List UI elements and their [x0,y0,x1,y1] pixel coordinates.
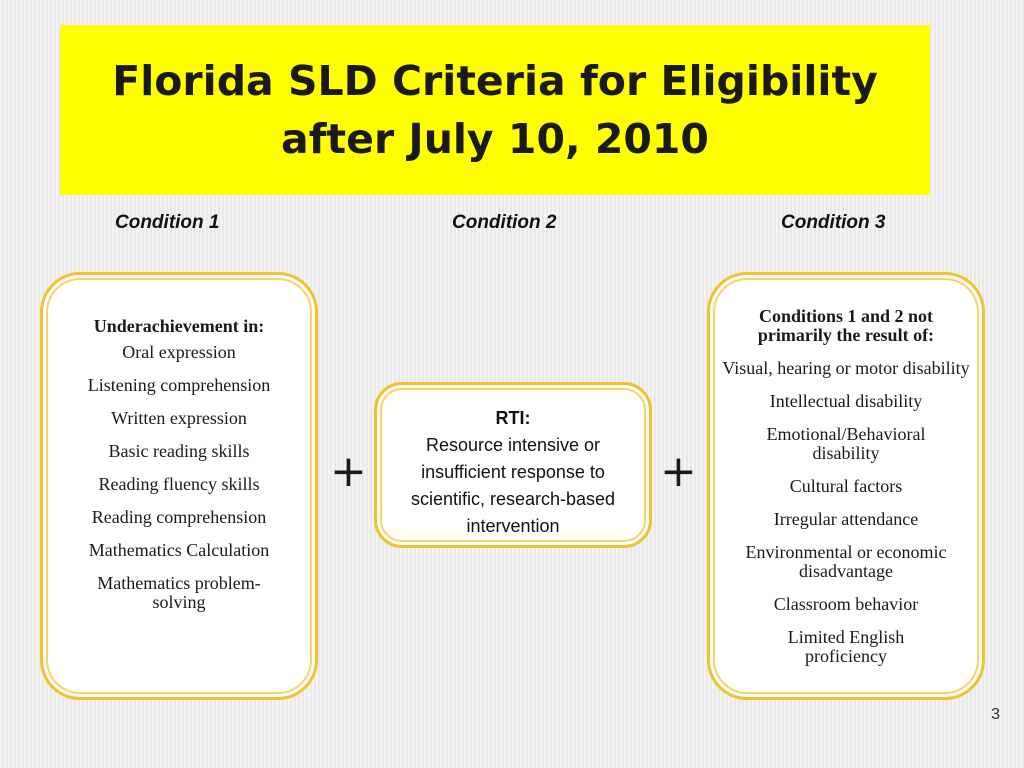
list-item: Emotional/Behavioral disability [766,424,926,463]
list-item: Environmental or economic disadvantage [745,542,947,581]
list-item: Classroom behavior [773,594,919,614]
list-item: Irregular attendance [773,509,919,529]
list-item: Mathematics problem-solving [97,573,261,612]
list-item: Reading comprehension [91,507,267,527]
list-item: Oral expression [122,342,236,362]
condition-3-list: Conditions 1 and 2 not primarily the res… [710,307,982,680]
condition-2-label: Condition 2 [452,212,557,233]
condition-1-box: Underachievement in: Oral expression Lis… [40,272,318,700]
condition-3-label: Condition 3 [781,212,886,233]
title-banner: Florida SLD Criteria for Eligibility aft… [60,25,930,195]
plus-sign-2: + [660,446,697,497]
condition-3-box: Conditions 1 and 2 not primarily the res… [707,272,985,700]
condition-3-heading: Conditions 1 and 2 not primarily the res… [757,306,935,345]
list-item: Cultural factors [789,476,903,496]
list-item: Listening comprehension [87,375,271,395]
condition-1-label: Condition 1 [115,212,220,233]
slide-title-line-2: after July 10, 2010 [281,115,709,163]
list-item: Reading fluency skills [98,474,260,494]
slide-title-line-1: Florida SLD Criteria for Eligibility [112,57,878,105]
condition-2-heading: RTI: [495,408,531,428]
condition-1-heading: Underachievement in: [93,316,265,336]
list-item: Mathematics Calculation [88,540,270,560]
condition-2-content: RTI: Resource intensive or insufficient … [377,405,649,540]
condition-2-box: RTI: Resource intensive or insufficient … [374,382,652,548]
condition-1-list: Underachievement in: Oral expression Lis… [43,317,315,626]
list-item: Basic reading skills [108,441,250,461]
condition-2-body: Resource intensive or insufficient respo… [410,435,616,536]
list-item: Written expression [111,408,247,428]
list-item: Visual, hearing or motor disability [722,358,970,378]
list-item: Limited English proficiency [787,627,905,666]
page-number: 3 [991,706,1000,723]
list-item: Intellectual disability [769,391,923,411]
plus-sign-1: + [330,446,367,497]
